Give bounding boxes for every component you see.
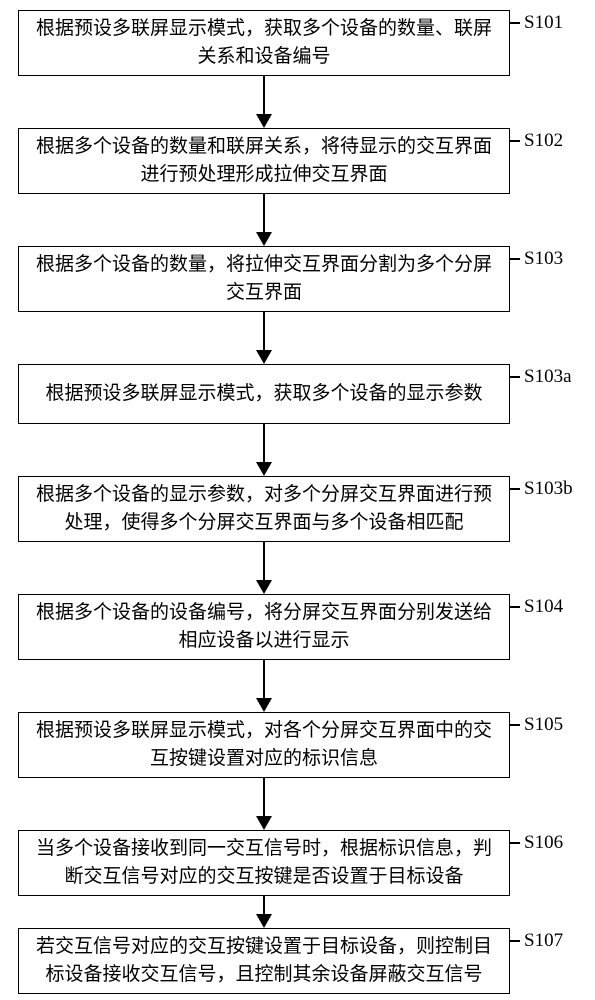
- flow-step-box: 根据预设多联屏显示模式，获取多个设备的数量、联屏关系和设备编号: [18, 10, 510, 76]
- flow-step-tick: [510, 724, 520, 726]
- flow-step-label: S103a: [524, 366, 572, 388]
- flow-step-tick: [510, 376, 520, 378]
- flow-step-tick: [510, 258, 520, 260]
- flow-step-box: 根据预设多联屏显示模式，对各个分屏交互界面中的交互按键设置对应的标识信息: [18, 712, 510, 778]
- flow-step-label: S103b: [524, 478, 573, 500]
- flow-step-text: 根据多个设备的数量，将拉伸交互界面分割为多个分屏交互界面: [29, 251, 499, 308]
- flow-step-text: 当多个设备接收到同一交互信号时，根据标识信息，判断交互信号对应的交互按键是否设置…: [29, 835, 499, 892]
- flow-step-label: S105: [524, 714, 563, 736]
- flow-step-box: 根据多个设备的显示参数，对多个分屏交互界面进行预处理，使得多个分屏交互界面与多个…: [18, 476, 510, 542]
- flow-step-label: S107: [524, 930, 563, 952]
- flow-step-box: 根据多个设备的数量，将拉伸交互界面分割为多个分屏交互界面: [18, 246, 510, 312]
- flow-arrow: [244, 896, 284, 928]
- flow-step-label: S102: [524, 130, 563, 152]
- flow-arrow: [244, 76, 284, 128]
- flow-step-tick: [510, 940, 520, 942]
- flow-arrow: [244, 542, 284, 594]
- flow-step-box: 当多个设备接收到同一交互信号时，根据标识信息，判断交互信号对应的交互按键是否设置…: [18, 830, 510, 896]
- flow-step-text: 根据预设多联屏显示模式，获取多个设备的显示参数: [29, 380, 499, 409]
- flow-step-label: S101: [524, 12, 563, 34]
- flow-step-label: S103: [524, 248, 563, 270]
- flow-step-box: 根据多个设备的数量和联屏关系，将待显示的交互界面进行预处理形成拉伸交互界面: [18, 128, 510, 194]
- flow-step-label: S104: [524, 596, 563, 618]
- flow-step-box: 根据多个设备的设备编号，将分屏交互界面分别发送给相应设备以进行显示: [18, 594, 510, 660]
- flow-step-tick: [510, 488, 520, 490]
- flow-step-box: 若交互信号对应的交互按键设置于目标设备，则控制目标设备接收交互信号，且控制其余设…: [18, 928, 510, 994]
- flow-step-tick: [510, 606, 520, 608]
- flow-arrow: [244, 312, 284, 364]
- flow-step-text: 根据多个设备的显示参数，对多个分屏交互界面进行预处理，使得多个分屏交互界面与多个…: [29, 481, 499, 538]
- flow-step-text: 根据预设多联屏显示模式，获取多个设备的数量、联屏关系和设备编号: [29, 15, 499, 72]
- flow-arrow: [244, 660, 284, 712]
- flow-step-text: 根据多个设备的设备编号，将分屏交互界面分别发送给相应设备以进行显示: [29, 599, 499, 656]
- flow-step-text: 根据多个设备的数量和联屏关系，将待显示的交互界面进行预处理形成拉伸交互界面: [29, 133, 499, 190]
- flow-step-tick: [510, 22, 520, 24]
- flow-arrow: [244, 194, 284, 246]
- flow-step-tick: [510, 140, 520, 142]
- flow-step-tick: [510, 842, 520, 844]
- flow-step-label: S106: [524, 832, 563, 854]
- flow-arrow: [244, 778, 284, 830]
- flow-step-text: 若交互信号对应的交互按键设置于目标设备，则控制目标设备接收交互信号，且控制其余设…: [29, 933, 499, 990]
- flow-step-text: 根据预设多联屏显示模式，对各个分屏交互界面中的交互按键设置对应的标识信息: [29, 717, 499, 774]
- flow-arrow: [244, 424, 284, 476]
- flow-step-box: 根据预设多联屏显示模式，获取多个设备的显示参数: [18, 364, 510, 424]
